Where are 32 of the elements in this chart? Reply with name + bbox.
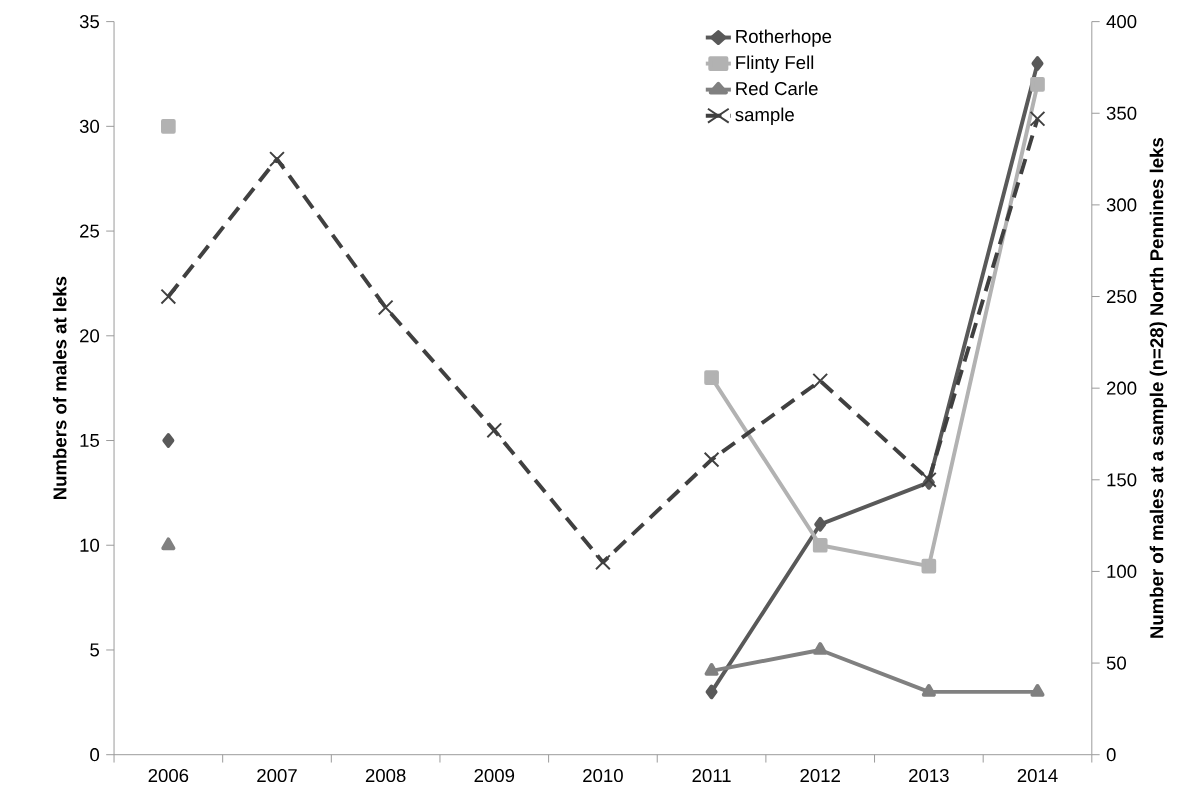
y2-tick-label: 300 xyxy=(1106,198,1137,212)
y-tick-label: 25 xyxy=(80,224,100,238)
y2-tick-label: 200 xyxy=(1106,381,1137,395)
x-tick-label: 2014 xyxy=(1017,768,1058,783)
y-tick-label: 0 xyxy=(90,748,100,762)
y2-axis-title: Number of males at a sample (n=28) North Pennines leks xyxy=(1149,138,1168,638)
y2-tick-label: 150 xyxy=(1107,473,1137,487)
legend-label: Rotherhope xyxy=(736,29,832,47)
y2-tick-label: 350 xyxy=(1106,106,1137,120)
y-tick-label: 20 xyxy=(80,329,100,343)
y-tick-label: 5 xyxy=(90,643,100,657)
x-tick-label: 2009 xyxy=(474,768,515,783)
y2-tick-label: 100 xyxy=(1107,564,1137,579)
x-tick-label: 2006 xyxy=(148,768,189,783)
legend-label: Red Carle xyxy=(736,81,818,96)
legend-label: sample xyxy=(735,107,794,125)
legend-label: Flinty Fell xyxy=(736,55,814,73)
y-tick-label: 10 xyxy=(80,538,100,552)
x-tick-label: 2007 xyxy=(257,768,297,783)
x-tick-label: 2012 xyxy=(800,768,840,783)
y-tick-label: 15 xyxy=(80,434,100,448)
y-tick-label: 35 xyxy=(79,15,100,29)
x-tick-label: 2013 xyxy=(909,768,949,783)
x-tick-label: 2011 xyxy=(692,768,731,783)
y2-tick-label: 50 xyxy=(1106,656,1126,670)
y2-tick-label: 250 xyxy=(1106,289,1137,304)
y-tick-label: 30 xyxy=(79,119,100,133)
y2-tick-label: 0 xyxy=(1106,748,1116,762)
y2-tick-label: 400 xyxy=(1106,15,1137,29)
x-tick-label: 2008 xyxy=(365,768,406,783)
y-axis-title: Numbers of males at leks xyxy=(52,276,67,500)
x-tick-label: 2010 xyxy=(583,768,623,783)
